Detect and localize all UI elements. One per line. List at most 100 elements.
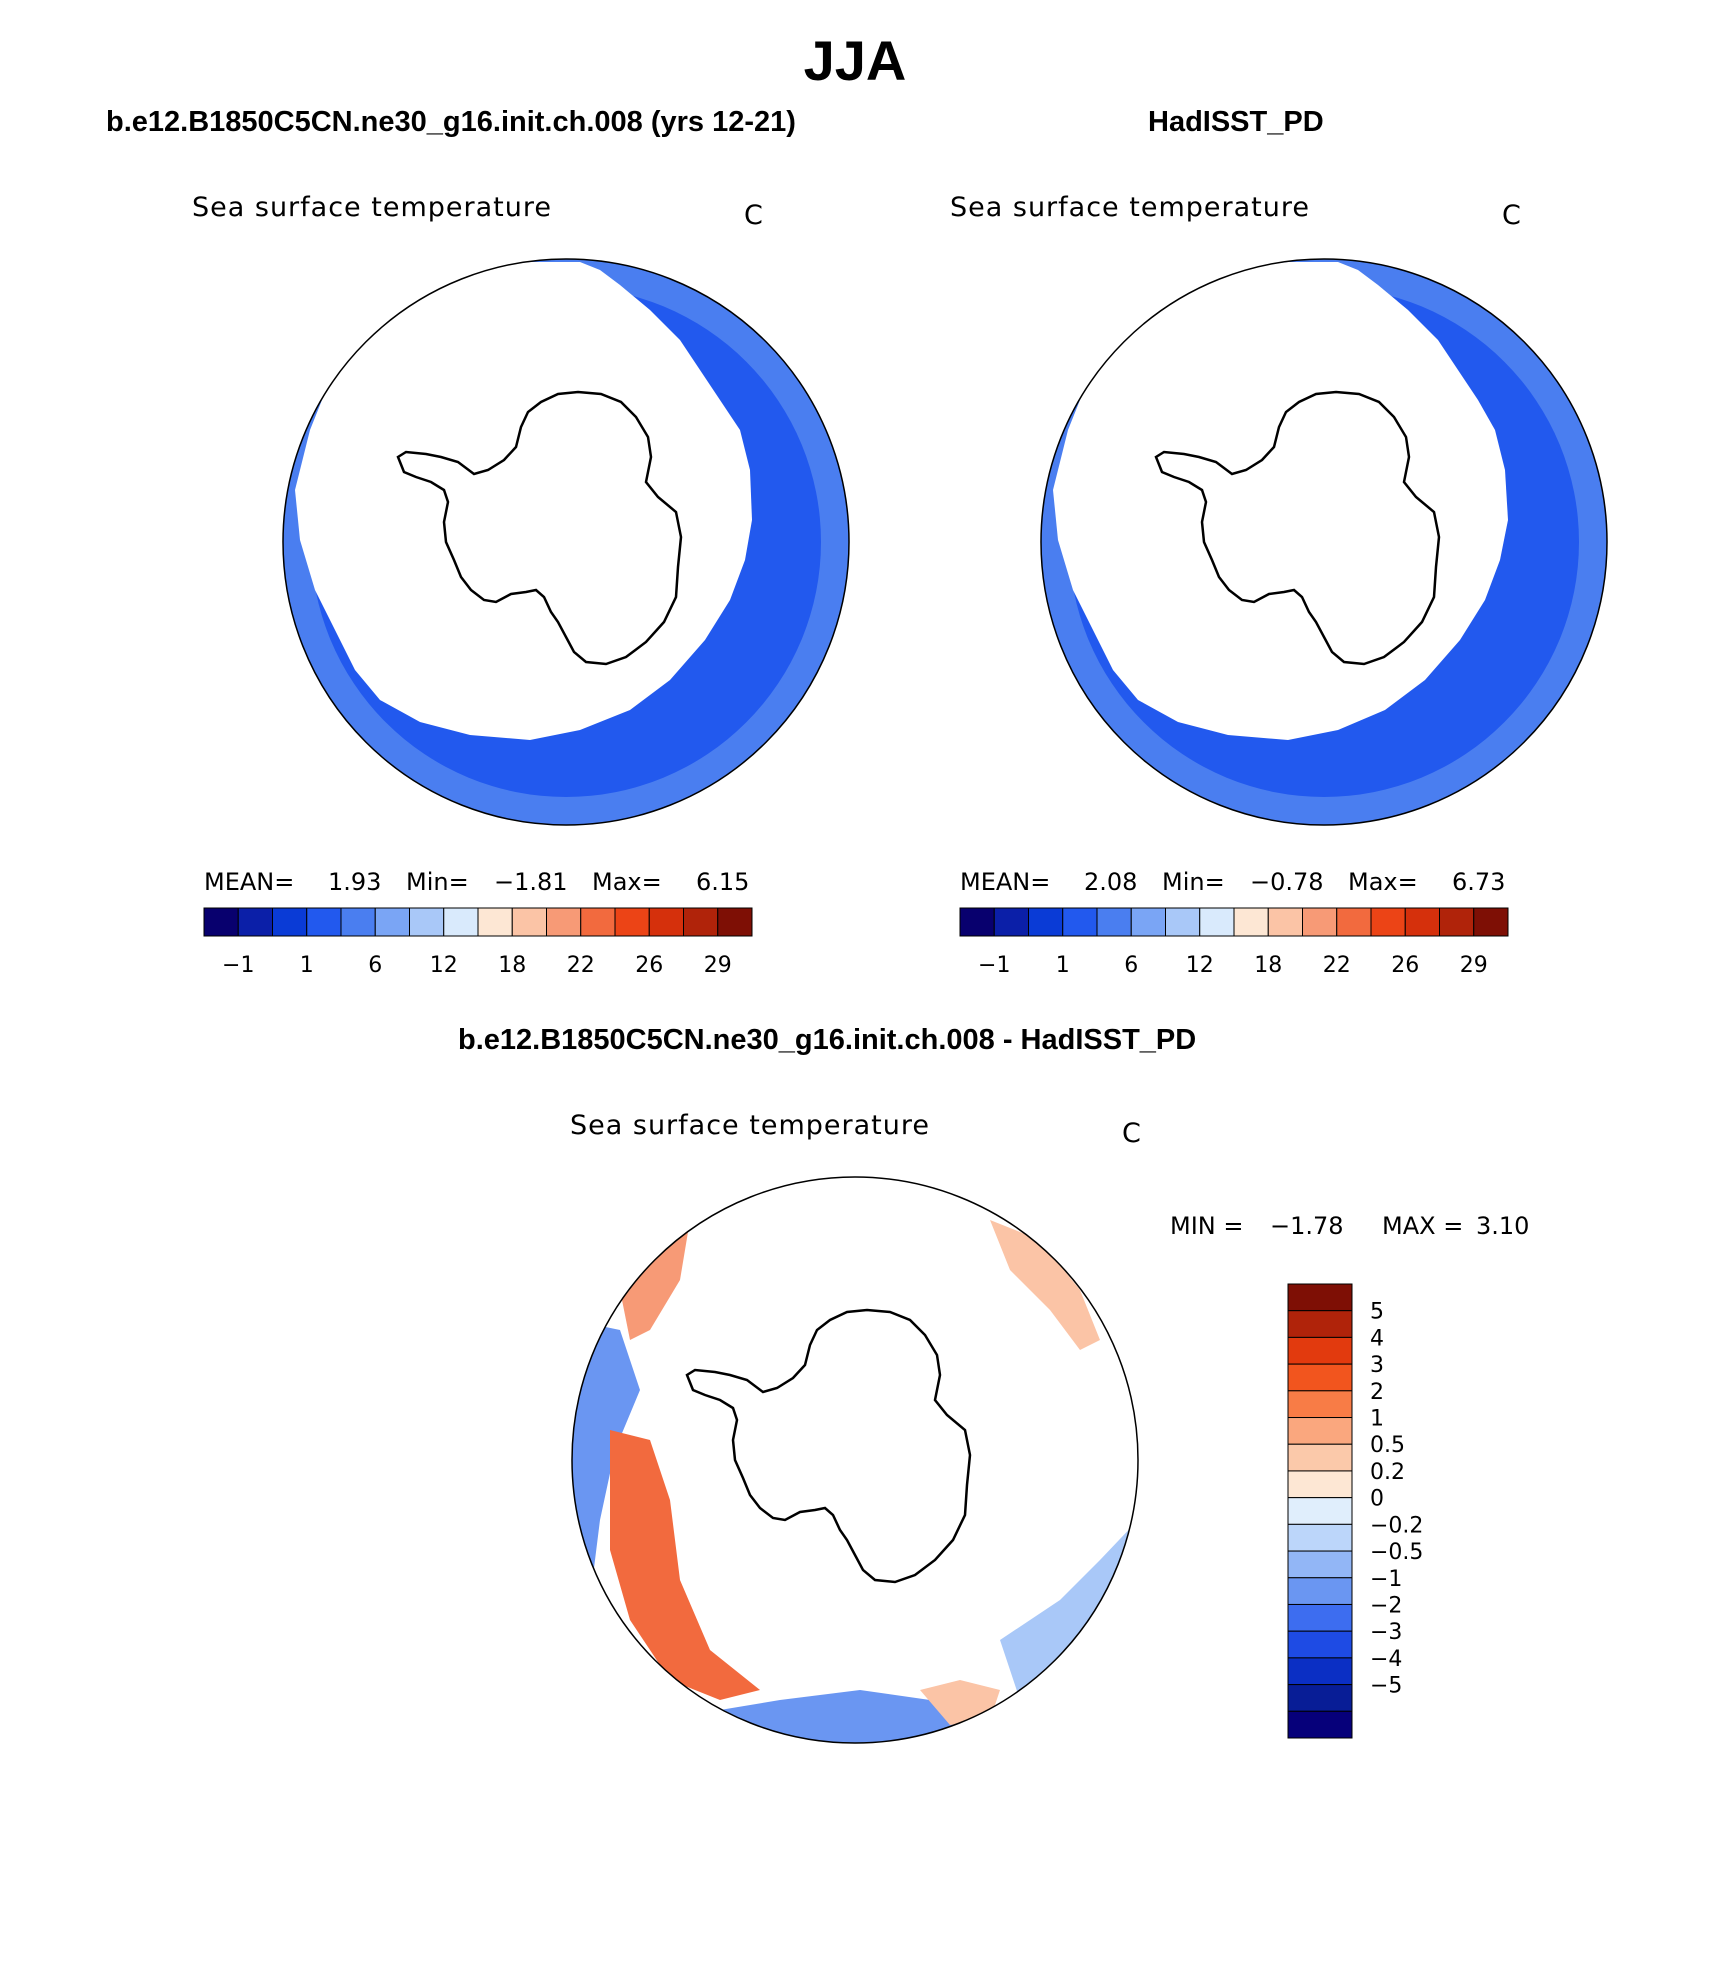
diff-min-label: MIN = [1170, 1212, 1244, 1240]
diff-colorbar-swatch [1287, 1684, 1353, 1712]
diff-colorbar-swatch [1287, 1363, 1353, 1392]
panel1-min-value: −1.81 [494, 868, 568, 896]
panel1-colorbar-swatch [306, 907, 342, 937]
panel2-max-value: 6.73 [1452, 868, 1506, 896]
panel2-colorbar-tick-label: −1 [978, 953, 1010, 978]
panel1-colorbar-swatch [272, 907, 308, 937]
panel1-colorbar-tick-label: 18 [498, 953, 526, 978]
panel2-map-border [1040, 258, 1608, 826]
panel1-colorbar-tick-label: 22 [567, 953, 595, 978]
panel2-colorbar-tick-label: 29 [1460, 953, 1488, 978]
diff-colorbar-swatch [1287, 1283, 1353, 1312]
diff-colorbar-swatch [1287, 1390, 1353, 1419]
diff-positive-northeast [990, 1220, 1100, 1350]
panel1-colorbar-swatch [546, 907, 582, 937]
panel2-colorbar-swatch [993, 907, 1029, 937]
diff-colorbar-tick-label: 3 [1370, 1353, 1384, 1378]
panel2-colorbar-tick-label: 1 [1056, 953, 1070, 978]
panel1-map-border [282, 258, 850, 826]
diff-colorbar-tick-label: −4 [1370, 1647, 1402, 1672]
diff-colorbar-swatch [1287, 1710, 1353, 1739]
panel2-map [1041, 259, 1607, 825]
panel1-colorbar-swatch [648, 907, 684, 937]
panel2-colorbar-swatch [1267, 907, 1303, 937]
diff-colorbar-swatch [1287, 1523, 1353, 1552]
diff-colorbar-tick-label: 2 [1370, 1380, 1384, 1405]
diff-colorbar-swatch [1287, 1443, 1353, 1472]
diff-min-value: −1.78 [1270, 1212, 1344, 1240]
panel1-colorbar-swatch [717, 907, 753, 937]
panel1-colorbar-tick-label: 1 [300, 953, 314, 978]
panel1-colorbar-swatch [443, 907, 479, 937]
panel1-colorbar-tick-label: −1 [222, 953, 254, 978]
panel1-sea-ice-mask [295, 262, 752, 740]
diff-positive-northwest [620, 1220, 690, 1340]
panel1-colorbar-swatch [374, 907, 410, 937]
panel2-min-label: Min= [1162, 868, 1225, 896]
panel1-map [283, 259, 849, 825]
panel2-colorbar: −1 1 6 12 18 22 26 29 [959, 907, 1509, 978]
panel1-units: C [744, 200, 764, 231]
panel1-min-label: Min= [406, 868, 469, 896]
panel2-colorbar-swatch [1130, 907, 1166, 937]
panel2-colorbar-swatch [1302, 907, 1338, 937]
diff-colorbar-tick-label: 5 [1370, 1300, 1384, 1325]
diff-colorbar-swatch [1287, 1497, 1353, 1525]
panel1-colorbar-swatch [511, 907, 547, 937]
panel2-min-value: −0.78 [1250, 868, 1324, 896]
panel1-variable: Sea surface temperature [192, 192, 552, 223]
panel2-colorbar-swatch [959, 907, 995, 937]
panel2-case-label: HadISST_PD [1148, 106, 1324, 138]
panel2-units: C [1502, 200, 1522, 231]
diff-colorbar-tick-label: 1 [1370, 1407, 1384, 1432]
panel2-sea-ice-mask [1053, 262, 1508, 740]
diff-colorbar-swatch [1287, 1630, 1353, 1659]
panel2-colorbar-swatch [1336, 907, 1372, 937]
figure-title: JJA [803, 29, 907, 92]
diff-colorbar-tick-label: −3 [1370, 1620, 1402, 1645]
panel1-colorbar-swatch [477, 907, 513, 937]
diff-variable: Sea surface temperature [570, 1110, 930, 1141]
panel2-mean-label: MEAN= [960, 868, 1051, 896]
diff-colorbar-tick-label: 0 [1370, 1487, 1384, 1512]
diff-units: C [1122, 1118, 1142, 1149]
panel2-colorbar-swatch [1096, 907, 1132, 937]
diff-colorbar-swatch [1287, 1470, 1353, 1499]
panel2-colorbar-swatch [1233, 907, 1269, 937]
diff-colorbar-tick-label: 0.2 [1370, 1460, 1405, 1485]
panel2-colorbar-tick-label: 12 [1186, 953, 1214, 978]
panel1-colorbar-tick-label: 26 [635, 953, 663, 978]
diff-colorbar-tick-label: 0.5 [1370, 1433, 1405, 1458]
diff-map-border [571, 1176, 1139, 1744]
diff-map [572, 1177, 1138, 1743]
diff-colorbar-tick-label: −0.2 [1370, 1513, 1423, 1538]
panel2-mean-value: 2.08 [1084, 868, 1138, 896]
diff-colorbar-tick-label: −0.5 [1370, 1540, 1423, 1565]
panel2-colorbar-swatch [1028, 907, 1064, 937]
panel1-colorbar-swatch [203, 907, 239, 937]
diff-colorbar-tick-label: 4 [1370, 1326, 1384, 1351]
panel2-colorbar-tick-label: 6 [1124, 953, 1138, 978]
diff-colorbar-swatch [1287, 1603, 1353, 1632]
panel2-colorbar-swatch [1199, 907, 1235, 937]
panel2-colorbar-swatch [1165, 907, 1201, 937]
panel1-case-label: b.e12.B1850C5CN.ne30_g16.init.ch.008 (yr… [106, 106, 796, 138]
panel2-colorbar-tick-label: 22 [1323, 953, 1351, 978]
diff-colorbar-swatch [1287, 1336, 1353, 1365]
panel2-colorbar-swatch [1370, 907, 1406, 937]
diff-colorbar-tick-label: −5 [1370, 1674, 1402, 1699]
diff-positive-west [610, 1430, 760, 1700]
panel1-mean-label: MEAN= [204, 868, 295, 896]
diff-colorbar-swatch [1287, 1577, 1353, 1605]
diff-colorbar-swatch [1287, 1310, 1353, 1338]
diff-colorbar-swatch [1287, 1417, 1353, 1445]
panel1-mean-value: 1.93 [328, 868, 382, 896]
diff-max-value: 3.10 [1476, 1212, 1530, 1240]
panel1-colorbar-swatch [237, 907, 273, 937]
panel2-variable: Sea surface temperature [950, 192, 1310, 223]
panel2-colorbar-tick-label: 18 [1254, 953, 1282, 978]
panel1-colorbar: −1 1 6 12 18 22 26 29 [203, 907, 753, 978]
panel1-colorbar-tick-label: 12 [430, 953, 458, 978]
